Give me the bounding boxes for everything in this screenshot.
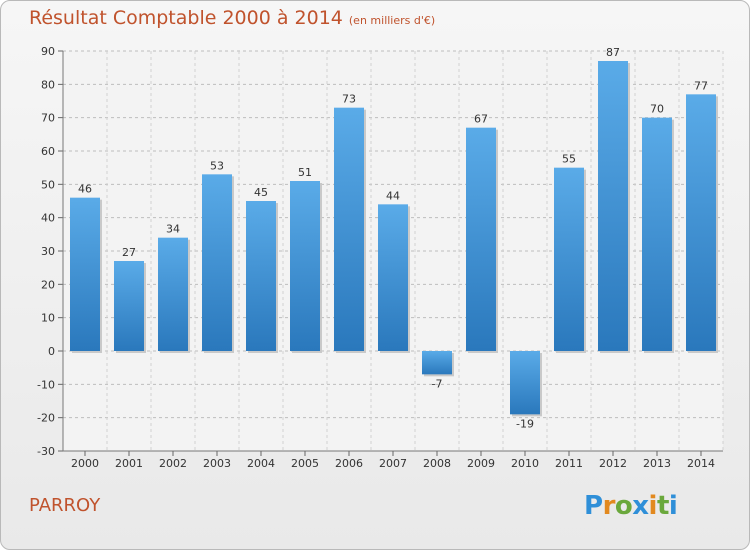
- x-tick-label: 2007: [379, 457, 407, 470]
- y-tick-label: 50: [41, 178, 55, 191]
- x-tick-label: 2000: [71, 457, 99, 470]
- y-tick-label: 70: [41, 112, 55, 125]
- bar: [378, 204, 408, 351]
- y-tick-label: -30: [37, 445, 55, 458]
- data-label: 27: [122, 246, 136, 259]
- x-tick-label: 2006: [335, 457, 363, 470]
- bar: [422, 351, 452, 375]
- bars: [70, 61, 718, 417]
- data-label: 70: [650, 103, 664, 116]
- y-tick-label: -20: [37, 412, 55, 425]
- chart-title: Résultat Comptable 2000 à 2014 (en millie…: [29, 7, 435, 29]
- x-tick-label: 2004: [247, 457, 275, 470]
- bar: [202, 174, 232, 351]
- logo-letter: o: [614, 491, 633, 521]
- data-label: 45: [254, 186, 268, 199]
- bar: [642, 117, 672, 352]
- data-label: 73: [342, 93, 356, 106]
- bar: [466, 127, 496, 352]
- x-tick-label: 2012: [599, 457, 627, 470]
- x-tick-label: 2001: [115, 457, 143, 470]
- bar: [70, 197, 100, 351]
- y-tick-label: 80: [41, 78, 55, 91]
- x-tick-label: 2014: [687, 457, 715, 470]
- logo-letter: t: [656, 491, 669, 521]
- bar: [686, 94, 716, 351]
- y-tick-label: 60: [41, 145, 55, 158]
- x-tick-label: 2008: [423, 457, 451, 470]
- bar: [290, 181, 320, 351]
- data-label: 51: [298, 166, 312, 179]
- x-tick-label: 2002: [159, 457, 187, 470]
- y-tick-label: 30: [41, 245, 55, 258]
- proxiti-logo: Proxiti: [584, 491, 678, 521]
- data-label: 53: [210, 159, 224, 172]
- y-tick-label: 20: [41, 278, 55, 291]
- x-tick-label: 2009: [467, 457, 495, 470]
- data-label: -7: [432, 377, 443, 390]
- logo-letter: P: [584, 491, 603, 521]
- y-tick-label: -10: [37, 378, 55, 391]
- bar: [554, 167, 584, 351]
- data-label: 67: [474, 113, 488, 126]
- bar: [114, 261, 144, 351]
- y-tick-label: 40: [41, 212, 55, 225]
- x-tick-label: 2005: [291, 457, 319, 470]
- logo-letter: r: [602, 491, 616, 521]
- logo-letter: i: [648, 491, 658, 521]
- bar: [334, 107, 364, 352]
- y-tick-label: 0: [48, 345, 55, 358]
- data-label: 44: [386, 189, 400, 202]
- town-name: PARROY: [29, 495, 101, 516]
- title-text: Résultat Comptable 2000 à 2014: [29, 7, 343, 29]
- x-tick-label: 2011: [555, 457, 583, 470]
- logo-letter: x: [632, 491, 649, 521]
- bar: [158, 237, 188, 351]
- y-tick-label: 10: [41, 312, 55, 325]
- bar: [598, 61, 628, 351]
- title-unit: (en milliers d'€): [348, 14, 436, 27]
- y-tick-label: 90: [41, 45, 55, 58]
- data-label: 55: [562, 153, 576, 166]
- x-tick-label: 2003: [203, 457, 231, 470]
- bar: [510, 351, 540, 415]
- data-label: 34: [166, 223, 180, 236]
- bar: [246, 201, 276, 351]
- data-label: 46: [78, 183, 92, 196]
- data-label: -19: [516, 417, 534, 430]
- data-label: 87: [606, 46, 620, 59]
- logo-letter: i: [668, 491, 678, 521]
- data-labels: 46 27 34 53 45 51 73 44 -7 67 -19 55 87 70 77: [78, 46, 708, 430]
- data-label: 77: [694, 79, 708, 92]
- x-tick-label: 2010: [511, 457, 539, 470]
- axes: -30 -20 -10 0 10 20 30 40 50 60 70 80 90 2000 2001 2002…: [37, 45, 723, 470]
- x-tick-label: 2013: [643, 457, 671, 470]
